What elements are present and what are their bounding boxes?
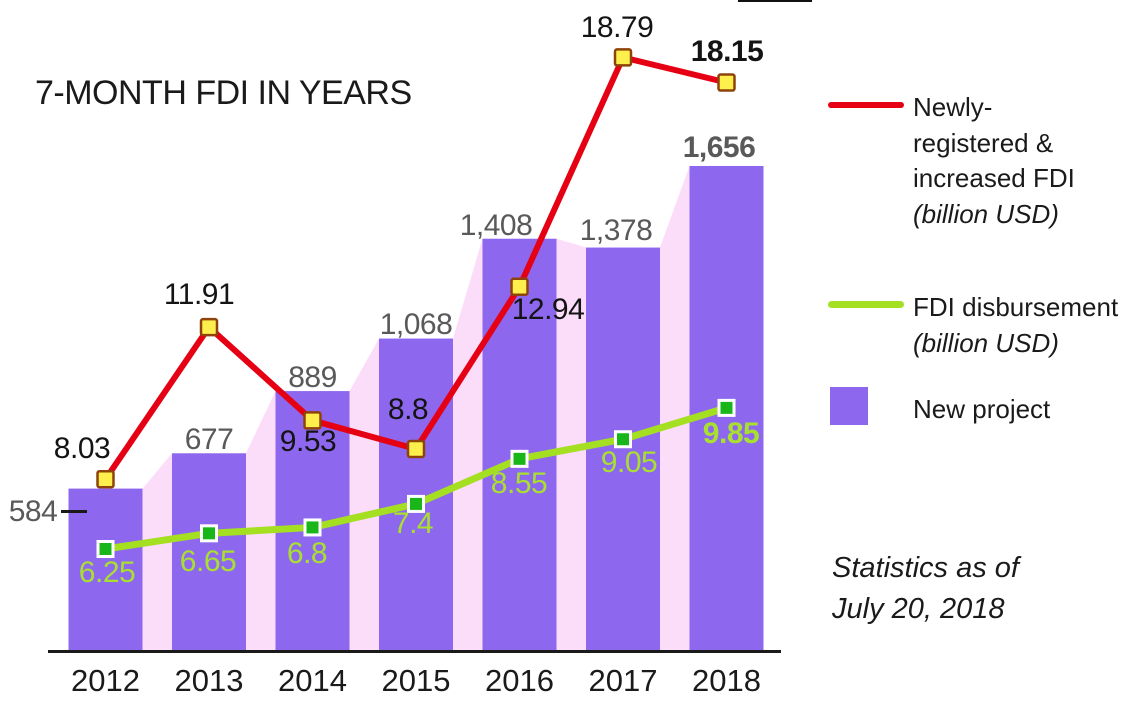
red-marker-2014 [303,411,322,430]
note-line: Statistics as of [832,552,1019,584]
red-line-swatch [828,102,904,108]
top-border-artifact [738,0,812,2]
legend-unit-label: (billion USD) [913,198,1059,229]
red-marker-2017 [613,48,633,67]
green-marker-2016 [510,449,529,468]
legend-label-line: Newly- [913,92,993,122]
bar-2017 [586,247,660,652]
green-marker-2018 [717,398,736,417]
bar-2012 [68,488,143,652]
red-marker-2012 [96,469,115,489]
green-marker-2012 [96,540,115,558]
chart-title: 7-MONTH FDI IN YEARS [35,74,412,112]
statistics-note: Statistics as of July 20, 2018 [832,548,1019,630]
green-line-swatch [828,301,904,308]
green-marker-2013 [200,524,218,543]
legend-item-registered-fdi: Newly- registered & increased FDI (billi… [913,90,1075,232]
legend-label-line: FDI disbursement [913,292,1119,322]
bar-swatch [830,387,868,425]
legend-label-line: increased FDI [913,163,1075,193]
legend-item-new-project: New project [913,392,1050,428]
red-marker-2013 [199,317,219,337]
legend-label-line: registered & [913,127,1054,158]
note-line: July 20, 2018 [832,593,1005,625]
red-marker-2015 [406,439,426,459]
legend-label-line: New project [913,394,1051,424]
legend-item-fdi-disbursement: FDI disbursement (billion USD) [913,290,1118,361]
green-marker-2014 [303,518,322,537]
bar-2016 [482,238,557,652]
red-marker-2018 [717,73,736,92]
green-marker-2017 [614,430,632,449]
legend-unit-label: (billion USD) [913,327,1059,358]
red-marker-2016 [510,277,529,297]
bar-2013 [172,453,246,652]
green-marker-2015 [407,494,425,513]
